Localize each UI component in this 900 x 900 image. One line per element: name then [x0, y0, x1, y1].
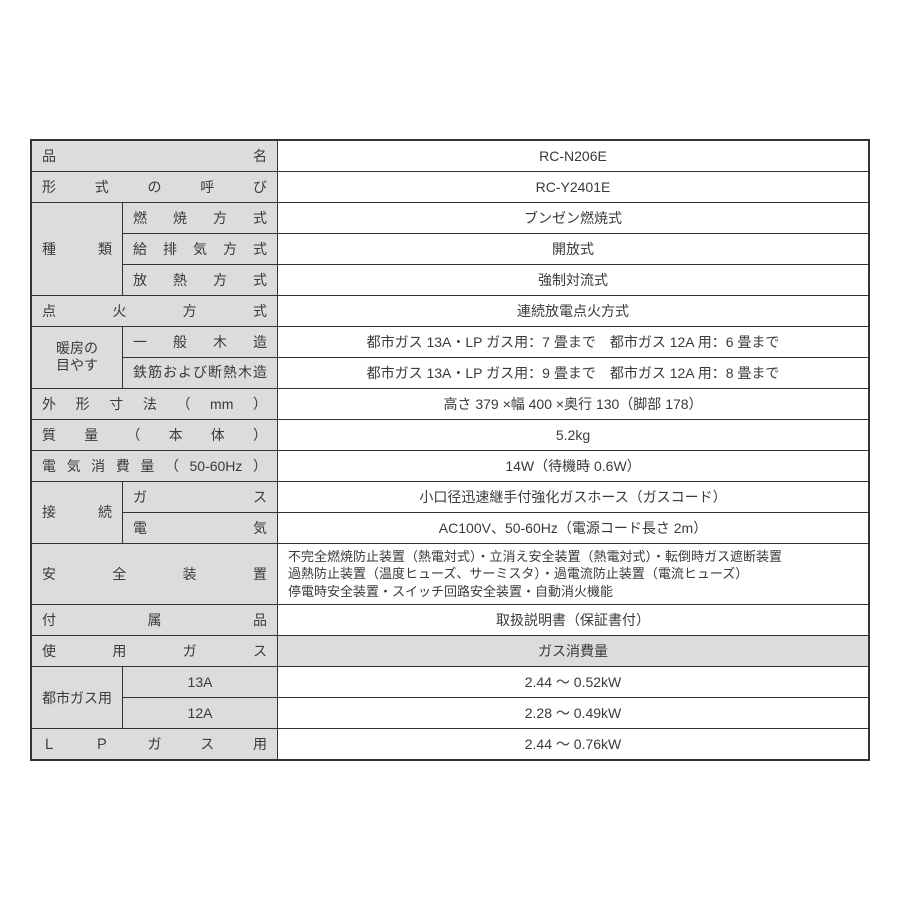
value-weight: 5.2kg: [278, 419, 870, 450]
label-product-name: 品名: [31, 140, 278, 172]
label-conn-gas: ガス: [123, 481, 278, 512]
label-weight: 質量（本体）: [31, 419, 278, 450]
value-model-code: RC-Y2401E: [278, 171, 870, 202]
value-power: 14W（待機時 0.6W）: [278, 450, 870, 481]
label-city-gas: 都市ガス用: [31, 667, 123, 729]
value-concrete: 都市ガス 13A・LP ガス用：9 畳まで 都市ガス 12A 用：8 畳まで: [278, 357, 870, 388]
label-heat: 放熱方式: [123, 264, 278, 295]
value-lp-gas: 2.44 ～ 0.76kW: [278, 729, 870, 761]
label-safety: 安全装置: [31, 543, 278, 605]
label-conn-elec: 電気: [123, 512, 278, 543]
label-combustion: 燃焼方式: [123, 202, 278, 233]
value-safety: 不完全燃焼防止装置（熱電対式）・立消え安全装置（熱電対式）・転倒時ガス遮断装置 …: [278, 543, 870, 605]
header-gas-consumption: ガス消費量: [278, 636, 870, 667]
label-dimensions: 外形寸法（mm）: [31, 388, 278, 419]
label-connection: 接続: [31, 481, 123, 543]
label-accessories: 付属品: [31, 605, 278, 636]
value-accessories: 取扱説明書（保証書付）: [278, 605, 870, 636]
label-wood: 一般木造: [123, 326, 278, 357]
label-power: 電気消費量（50-60Hz）: [31, 450, 278, 481]
label-lp-gas: ＬＰガス用: [31, 729, 278, 761]
label-ignition: 点火方式: [31, 295, 278, 326]
value-combustion: ブンゼン燃焼式: [278, 202, 870, 233]
value-13a: 2.44 ～ 0.52kW: [278, 667, 870, 698]
label-heating: 暖房の 目やす: [31, 326, 123, 388]
value-exhaust: 開放式: [278, 233, 870, 264]
label-12a: 12A: [123, 698, 278, 729]
value-conn-elec: AC100V、50-60Hz（電源コード長さ 2m）: [278, 512, 870, 543]
value-dimensions: 高さ 379 ×幅 400 ×奥行 130（脚部 178）: [278, 388, 870, 419]
value-product-name: RC-N206E: [278, 140, 870, 172]
value-heat: 強制対流式: [278, 264, 870, 295]
label-concrete: 鉄筋および断熱木造: [123, 357, 278, 388]
value-wood: 都市ガス 13A・LP ガス用：7 畳まで 都市ガス 12A 用：6 畳まで: [278, 326, 870, 357]
label-gas-use: 使用ガス: [31, 636, 278, 667]
label-13a: 13A: [123, 667, 278, 698]
label-exhaust: 給排気方式: [123, 233, 278, 264]
value-12a: 2.28 ～ 0.49kW: [278, 698, 870, 729]
value-ignition: 連続放電点火方式: [278, 295, 870, 326]
value-conn-gas: 小口径迅速継手付強化ガスホース（ガスコード）: [278, 481, 870, 512]
label-type: 種類: [31, 202, 123, 295]
spec-table: 品名 RC-N206E 形式の呼び RC-Y2401E 種類 燃焼方式 ブンゼン…: [30, 139, 870, 762]
label-model-code: 形式の呼び: [31, 171, 278, 202]
